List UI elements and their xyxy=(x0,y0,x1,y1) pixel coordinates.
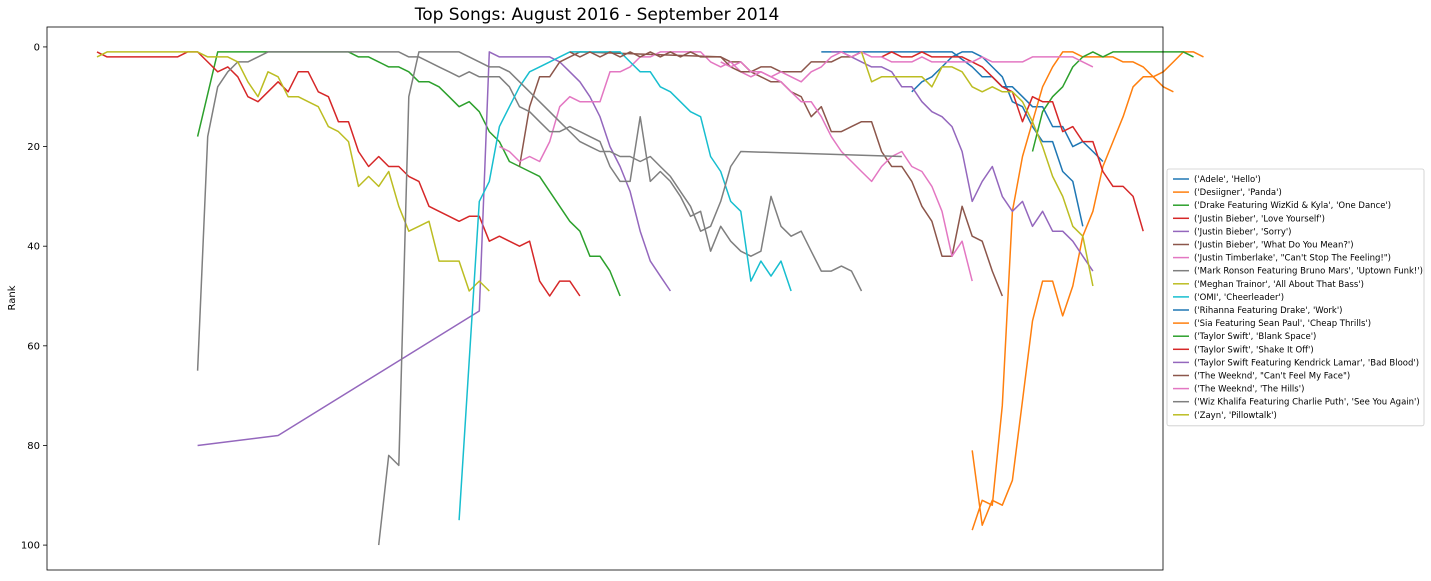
series-line-11 xyxy=(911,51,1084,227)
series-line-10 xyxy=(458,51,792,521)
series-line-2 xyxy=(971,51,1204,526)
legend-entry: ('Meghan Trainor', 'All About That Bass'… xyxy=(1194,280,1364,290)
series-line-19 xyxy=(860,51,1094,287)
series-line-9 xyxy=(96,51,490,292)
series-line-12 xyxy=(971,51,1174,531)
series-line-17 xyxy=(720,51,1094,83)
y-axis-label: Rank xyxy=(7,285,18,310)
legend-entry: ('Justin Bieber', 'What Do You Mean?') xyxy=(1194,241,1354,251)
plot-frame xyxy=(46,26,1164,571)
legend-entry: ('Taylor Swift Featuring Kendrick Lamar'… xyxy=(1194,358,1419,368)
legend-entry: ('Sia Featuring Sean Paul', 'Cheap Thril… xyxy=(1194,319,1371,329)
series-line-7 xyxy=(499,51,973,282)
series-lines xyxy=(96,51,1204,546)
legend-entry: ('Desiigner', 'Panda') xyxy=(1194,188,1282,198)
series-line-3 xyxy=(196,51,621,297)
legend-entry: ('Justin Timberlake', "Can't Stop The Fe… xyxy=(1194,254,1391,264)
y-tick-label: 40 xyxy=(27,242,40,253)
y-tick-label: 80 xyxy=(27,441,40,452)
legend-entry: ('Rihanna Featuring Drake', 'Work') xyxy=(1194,306,1342,316)
legend: ('Adele', 'Hello') ('Desiigner', 'Panda')… xyxy=(1166,168,1425,427)
series-line-16 xyxy=(569,51,862,73)
legend-entry: ('Justin Bieber', 'Sorry') xyxy=(1194,227,1292,237)
series-line-5 xyxy=(197,51,672,447)
y-tick-label: 20 xyxy=(27,142,40,153)
series-line-6 xyxy=(518,51,1003,297)
y-tick-label: 0 xyxy=(34,42,40,53)
y-tick-label: 60 xyxy=(27,341,40,352)
series-line-8 xyxy=(196,51,863,371)
legend-entry: ('Mark Ronson Featuring Bruno Mars', 'Up… xyxy=(1194,267,1423,277)
series-line-15 xyxy=(831,51,1094,272)
series-line-1 xyxy=(821,51,1104,163)
legend-entry: ('The Weeknd', 'The Hills') xyxy=(1194,385,1304,395)
legend-entry: ('Taylor Swift', 'Shake It Off') xyxy=(1194,345,1314,355)
legend-entry: ('Justin Bieber', 'Love Yourself') xyxy=(1194,214,1325,224)
legend-entry: ('Drake Featuring WizKid & Kyla', 'One D… xyxy=(1194,201,1391,211)
legend-entry: ('Zayn', 'Pillowtalk') xyxy=(1194,411,1277,421)
legend-entry: ('Taylor Swift', 'Blank Space') xyxy=(1194,332,1316,342)
legend-entry: ('Adele', 'Hello') xyxy=(1194,175,1261,185)
legend-entry: ('Wiz Khalifa Featuring Charlie Puth', '… xyxy=(1194,398,1420,408)
legend-box xyxy=(1166,168,1425,427)
y-axis-ticks: 0 20 40 60 80 100 xyxy=(21,42,47,552)
series-line-4 xyxy=(96,51,581,297)
series-line-18 xyxy=(377,51,902,546)
legend-entry: ('The Weeknd', "Can't Feel My Face") xyxy=(1194,372,1350,382)
y-tick-label: 100 xyxy=(21,541,40,552)
legend-entry: ('OMI', 'Cheerleader') xyxy=(1194,293,1284,303)
chart-title: Top Songs: August 2016 - September 2014 xyxy=(414,5,780,25)
